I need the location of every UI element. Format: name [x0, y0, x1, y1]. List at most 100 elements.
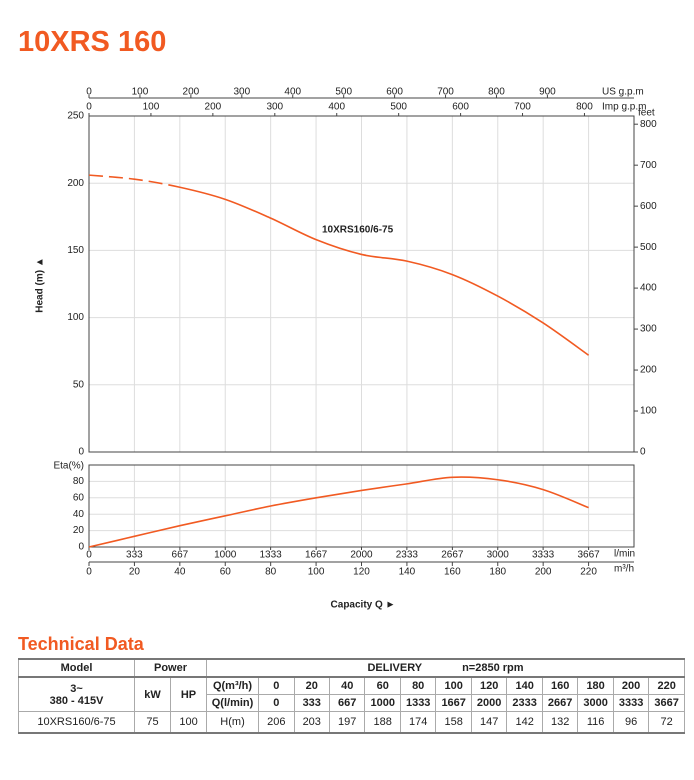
cell: 667 [328, 694, 366, 712]
x-tick-label: 100 [308, 567, 325, 578]
cell-text: 380 - 415V [49, 694, 104, 707]
x-tick-label: 180 [489, 567, 506, 578]
top-unit: US g.p.m [602, 87, 644, 98]
y2-label: feet [638, 108, 655, 119]
x-tick-label: 160 [444, 567, 461, 578]
cell: 72 [648, 711, 685, 734]
x2-tick-label: 3667 [578, 550, 601, 561]
cell: 220 [648, 676, 685, 695]
y2-tick-label: 800 [640, 119, 657, 130]
cell: HP [169, 676, 208, 712]
cell-text: n=2850 rpm [462, 662, 524, 674]
y-tick-label: 150 [67, 245, 84, 256]
cell: 132 [541, 711, 579, 734]
x2-tick-label: 1333 [259, 550, 282, 561]
cell: 147 [470, 711, 508, 734]
x-tick-label: 40 [174, 567, 186, 578]
cell: 80 [399, 676, 437, 695]
x2-tick-label: 1000 [214, 550, 237, 561]
cell: 20 [293, 676, 330, 695]
x-tick-label: 0 [86, 567, 92, 578]
x-tick-label: 200 [535, 567, 552, 578]
x2-tick-label: 333 [126, 550, 143, 561]
page-title: 10XRS 160 [18, 26, 167, 58]
x2-tick-label: 1667 [305, 550, 328, 561]
top-tick-label: 100 [132, 87, 149, 98]
cell: 160 [541, 676, 579, 695]
table-title: Technical Data [18, 634, 144, 654]
y-label: Head (m) ▲ [35, 257, 46, 312]
cell: 206 [258, 711, 295, 734]
series-line [88, 476, 589, 548]
cell: 203 [293, 711, 330, 734]
cell: Q(m³/h) [206, 676, 260, 695]
plot-frame [88, 115, 635, 453]
cell: 140 [506, 676, 543, 695]
y-tick-label: 60 [73, 492, 85, 503]
top-tick-label: 400 [328, 102, 345, 113]
x2-unit: l/min [614, 549, 635, 560]
cell: 1333 [399, 694, 437, 712]
top-tick-label: 800 [488, 87, 505, 98]
y2-tick-label: 500 [640, 242, 657, 253]
top-tick-label: 100 [143, 102, 160, 113]
top-tick-label: 0 [86, 102, 92, 113]
y-label: Eta(%) [53, 461, 84, 472]
x-tick-label: 220 [580, 567, 597, 578]
y2-tick-label: 100 [640, 406, 657, 417]
cell: 2333 [506, 694, 543, 712]
x-tick-label: 140 [399, 567, 416, 578]
cell: 60 [364, 676, 401, 695]
y-tick-label: 20 [73, 525, 85, 536]
x-tick-label: 60 [220, 567, 232, 578]
x2-tick-label: 0 [86, 550, 92, 561]
cell: 100 [435, 676, 472, 695]
top-tick-label: 200 [205, 102, 222, 113]
cell: DELIVERY n=2850 rpm [206, 658, 685, 678]
cell: 96 [612, 711, 650, 734]
x2-tick-label: 667 [172, 550, 189, 561]
cell: 1000 [364, 694, 401, 712]
x-tick-label: 120 [353, 567, 370, 578]
y2-tick-label: 400 [640, 283, 657, 294]
y-tick-label: 0 [78, 542, 84, 553]
cell-text: DELIVERY [367, 662, 423, 674]
x2-tick-label: 2667 [441, 550, 464, 561]
top-tick-label: 400 [284, 87, 301, 98]
y-tick-label: 40 [73, 509, 85, 520]
series-label: 10XRS160/6-75 [322, 225, 394, 236]
tech-table: Model Power DELIVERY n=2850 rpm 3~ 380 - 415… [18, 658, 685, 734]
y2-tick-label: 0 [640, 447, 646, 458]
cell: 200 [612, 676, 650, 695]
x2-tick-label: 3333 [532, 550, 555, 561]
cell: 120 [470, 676, 508, 695]
cell-text: 3~ [70, 682, 83, 695]
cell: 0 [258, 694, 295, 712]
y-tick-label: 50 [73, 379, 85, 390]
y-tick-label: 250 [67, 111, 84, 122]
x-tick-label: 80 [265, 567, 277, 578]
top-tick-label: 800 [576, 102, 593, 113]
top-tick-label: 600 [452, 102, 469, 113]
y-tick-label: 200 [67, 178, 84, 189]
x2-tick-label: 2333 [396, 550, 419, 561]
top-unit: Imp g.p.m [602, 102, 646, 113]
cell: H(m) [206, 711, 260, 734]
cell: 333 [293, 694, 330, 712]
cell: 1667 [435, 694, 472, 712]
cell: Model [18, 658, 135, 678]
cell: 180 [577, 676, 614, 695]
cell: 75 [134, 711, 171, 734]
y2-tick-label: 700 [640, 160, 657, 171]
top-tick-label: 300 [233, 87, 250, 98]
cell: 10XRS160/6-75 [18, 711, 135, 734]
cell: kW [134, 676, 171, 712]
cell: 142 [506, 711, 543, 734]
series-line [88, 174, 590, 356]
top-tick-label: 900 [539, 87, 556, 98]
y2-tick-label: 200 [640, 365, 657, 376]
chart: 0 20 40 60 80 100 120 140 160 180 200 220 0 333 667 100… [35, 87, 657, 611]
cell: 3667 [648, 694, 685, 712]
cell: 188 [364, 711, 401, 734]
